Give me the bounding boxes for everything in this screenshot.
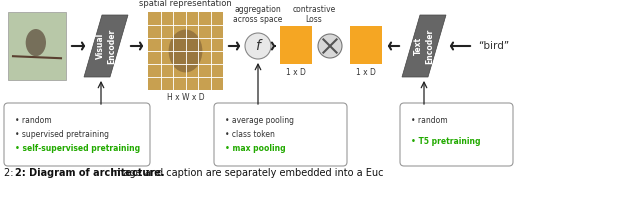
Text: Text
Encoder: Text Encoder [414,28,434,64]
Text: 1 x D: 1 x D [286,68,306,77]
Text: 2:: 2: [4,168,17,178]
Bar [350,26,382,64]
Text: contrastive
Loss: contrastive Loss [292,5,335,24]
Text: Visual
Encoder: Visual Encoder [96,28,116,64]
Text: aggregation
across space: aggregation across space [234,5,283,24]
Text: • average pooling: • average pooling [225,116,294,125]
Text: f: f [255,39,260,53]
Text: • T5 pretraining: • T5 pretraining [411,137,481,146]
Circle shape [245,33,271,59]
Bar [148,12,223,90]
Text: 2: Diagram of architecture.: 2: Diagram of architecture. [15,168,164,178]
FancyBboxPatch shape [4,103,150,166]
Text: 1 x D: 1 x D [356,68,376,77]
Circle shape [318,34,342,58]
Bar [8,12,66,80]
Text: • self-supervised pretraining: • self-supervised pretraining [15,144,140,153]
Bar [280,26,312,64]
Text: • max pooling: • max pooling [225,144,285,153]
Text: Image and caption are separately embedded into a Euc: Image and caption are separately embedde… [108,168,383,178]
Text: • random: • random [411,116,447,125]
Text: H x W x D: H x W x D [166,93,204,102]
Text: • random: • random [15,116,52,125]
Text: • supervised pretraining: • supervised pretraining [15,130,109,139]
Text: “bird”: “bird” [478,41,509,51]
Polygon shape [402,15,446,77]
Ellipse shape [26,29,46,56]
FancyBboxPatch shape [214,103,347,166]
FancyBboxPatch shape [400,103,513,166]
Polygon shape [84,15,128,77]
Text: • class token: • class token [225,130,275,139]
Ellipse shape [168,29,202,73]
Text: spatial representation: spatial representation [139,0,232,8]
